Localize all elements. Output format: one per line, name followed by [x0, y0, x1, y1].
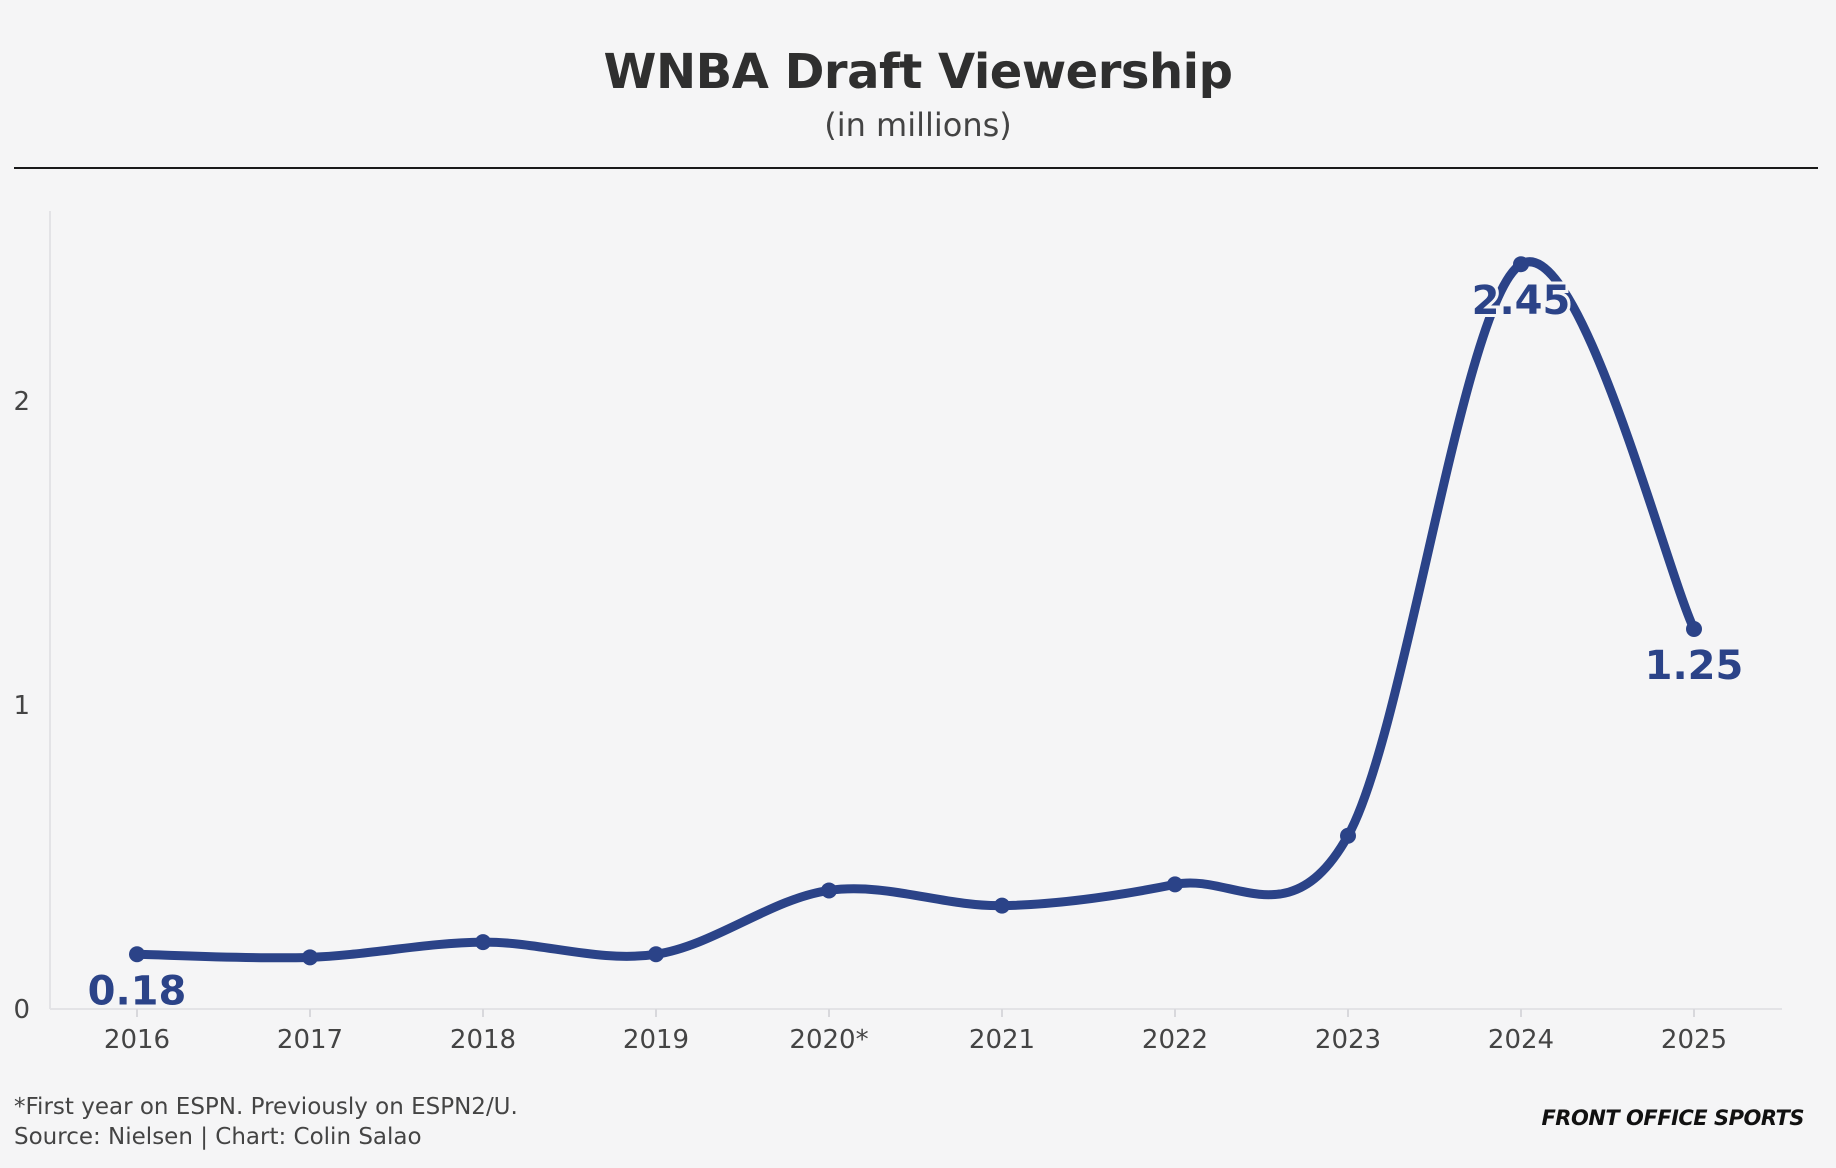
footnote: *First year on ESPN. Previously on ESPN2… — [14, 1094, 518, 1120]
data-point — [1686, 621, 1702, 637]
data-point — [1513, 256, 1529, 273]
data-label: 2.45 — [1472, 278, 1571, 324]
chart-title: WNBA Draft Viewership — [603, 44, 1233, 100]
x-tick-label: 2025 — [1661, 1025, 1727, 1055]
source-credit: Source: Nielsen | Chart: Colin Salao — [14, 1124, 422, 1150]
data-point — [302, 949, 318, 966]
x-tick-label: 2018 — [450, 1025, 516, 1055]
y-tick-label: 0 — [13, 995, 30, 1025]
data-point — [994, 897, 1010, 914]
data-label: 0.18 — [88, 968, 187, 1014]
data-point — [1167, 876, 1183, 893]
x-tick-label: 2017 — [277, 1025, 343, 1055]
series-line — [132, 257, 1699, 963]
chart-subtitle: (in millions) — [824, 106, 1012, 144]
y-tick-label: 2 — [13, 387, 30, 417]
y-tick-label: 1 — [13, 691, 30, 721]
x-tick-label: 2023 — [1315, 1025, 1381, 1055]
x-tick-label: 2024 — [1488, 1025, 1554, 1055]
x-tick-label: 2022 — [1142, 1025, 1208, 1055]
data-point — [475, 934, 491, 951]
title-divider — [14, 167, 1818, 169]
data-label: 1.25 — [1645, 643, 1744, 689]
brand-logo: FRONT OFFICE SPORTS — [1541, 1106, 1804, 1130]
x-tick-label: 2019 — [623, 1025, 689, 1055]
x-tick-label: 2021 — [969, 1025, 1035, 1055]
data-point — [129, 946, 145, 963]
data-point — [821, 882, 837, 899]
data-point — [1340, 827, 1356, 844]
x-tick-label: 2016 — [104, 1025, 170, 1055]
data-point — [648, 946, 664, 963]
x-tick-label: 2020* — [789, 1025, 868, 1055]
